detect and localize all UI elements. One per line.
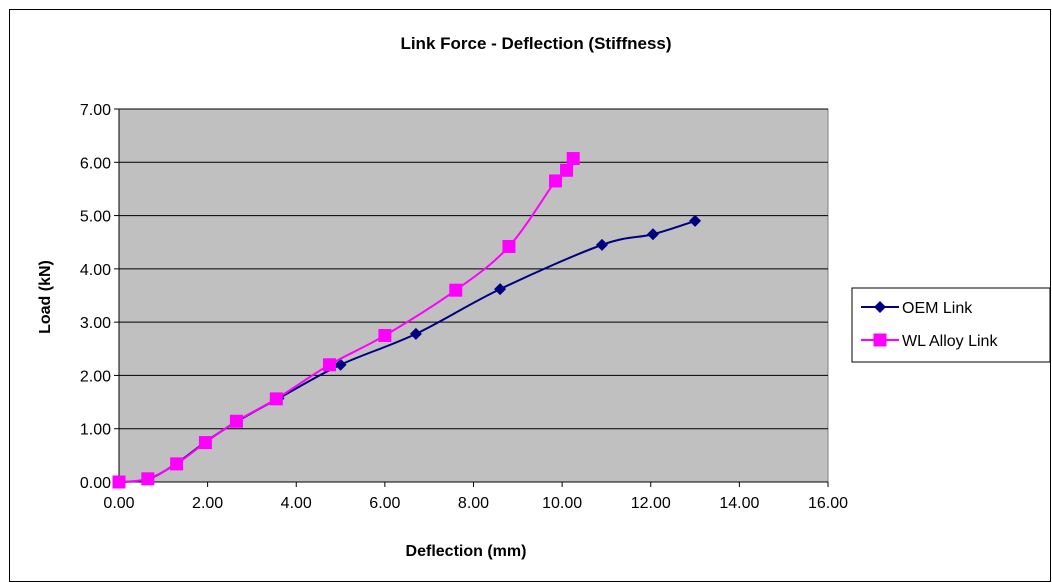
chart-title: Link Force - Deflection (Stiffness) bbox=[400, 34, 671, 53]
series-wl-alloy-link bbox=[112, 152, 580, 489]
data-point-wl-alloy-link bbox=[502, 239, 516, 253]
data-point-wl-alloy-link bbox=[141, 472, 155, 486]
y-tick-label: 4.00 bbox=[80, 262, 111, 279]
data-point-wl-alloy-link bbox=[449, 283, 463, 297]
x-tick-label: 8.00 bbox=[458, 495, 489, 512]
data-point-wl-alloy-link bbox=[269, 392, 283, 406]
x-tick-label: 0.00 bbox=[103, 495, 134, 512]
data-point-oem-link bbox=[409, 327, 422, 340]
x-tick-label: 12.00 bbox=[631, 495, 671, 512]
data-point-wl-alloy-link bbox=[198, 436, 212, 450]
data-point-wl-alloy-link bbox=[322, 358, 336, 372]
data-point-oem-link bbox=[334, 358, 347, 371]
legend-marker-oem-link bbox=[874, 301, 886, 313]
y-tick-label: 7.00 bbox=[80, 102, 111, 119]
x-tick-label: 16.00 bbox=[808, 495, 848, 512]
data-point-oem-link bbox=[494, 283, 507, 296]
data-point-wl-alloy-link bbox=[229, 414, 243, 428]
y-tick-label: 6.00 bbox=[80, 155, 111, 172]
x-tick-label: 2.00 bbox=[192, 495, 223, 512]
data-point-oem-link bbox=[646, 228, 659, 241]
data-point-wl-alloy-link bbox=[170, 457, 184, 471]
y-tick-label: 5.00 bbox=[80, 209, 111, 226]
legend-label-wl-alloy-link: WL Alloy Link bbox=[902, 333, 998, 350]
x-tick-label: 10.00 bbox=[542, 495, 582, 512]
x-tick-label: 4.00 bbox=[281, 495, 312, 512]
legend: OEM Link WL Alloy Link bbox=[851, 287, 1051, 363]
data-point-oem-link bbox=[689, 214, 702, 227]
data-point-wl-alloy-link bbox=[566, 152, 580, 166]
x-tick-label: 6.00 bbox=[369, 495, 400, 512]
data-point-wl-alloy-link bbox=[560, 163, 574, 177]
y-axis-ticks: 0.00 1.00 2.00 3.00 4.00 5.00 6.00 7.00 bbox=[80, 102, 119, 492]
y-tick-label: 3.00 bbox=[80, 315, 111, 332]
legend-box bbox=[851, 287, 1051, 363]
y-tick-label: 2.00 bbox=[80, 368, 111, 385]
y-tick-label: 1.00 bbox=[80, 422, 111, 439]
legend-marker-wl-alloy-link bbox=[873, 333, 887, 347]
y-tick-label: 0.00 bbox=[80, 475, 111, 492]
data-point-oem-link bbox=[596, 238, 609, 251]
y-axis-title: Load (kN) bbox=[37, 260, 54, 334]
x-axis-title: Deflection (mm) bbox=[406, 543, 527, 560]
x-tick-label: 14.00 bbox=[719, 495, 759, 512]
data-point-wl-alloy-link bbox=[548, 174, 562, 188]
data-point-wl-alloy-link bbox=[378, 328, 392, 342]
legend-label-oem-link: OEM Link bbox=[902, 300, 973, 317]
data-point-wl-alloy-link bbox=[112, 475, 126, 489]
x-axis-ticks: 0.00 2.00 4.00 6.00 8.00 10.00 12.00 14.00 16.00 bbox=[103, 482, 848, 512]
plot-area bbox=[118, 108, 829, 483]
series-group bbox=[112, 152, 702, 489]
